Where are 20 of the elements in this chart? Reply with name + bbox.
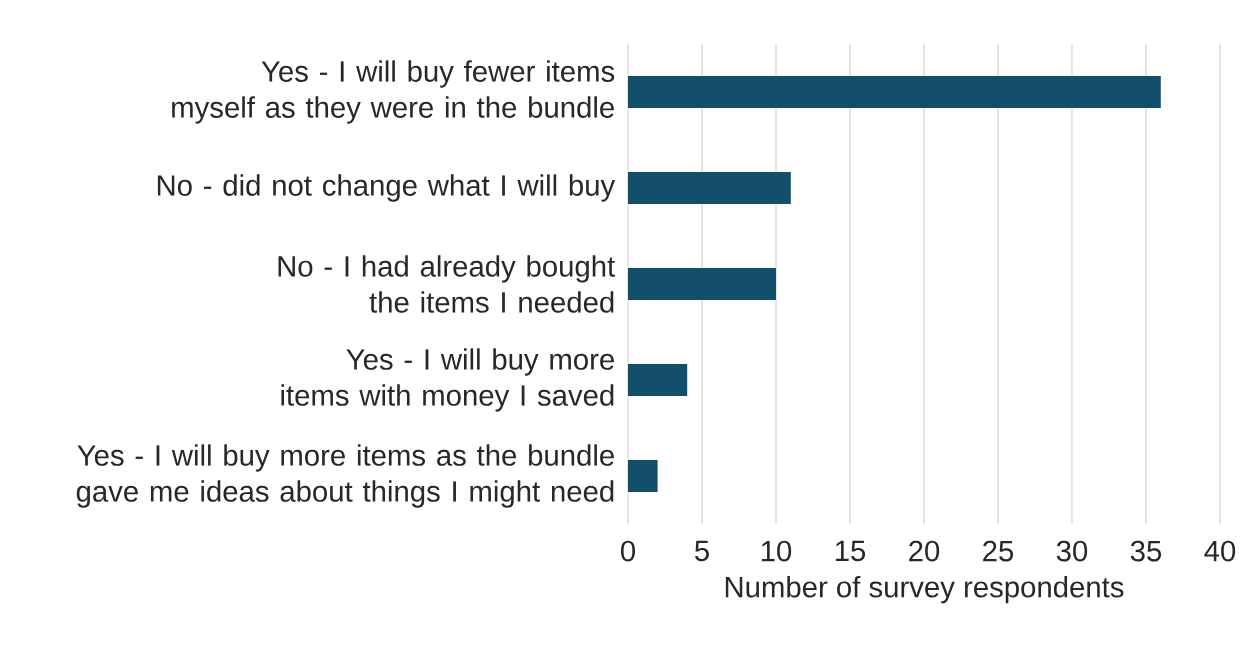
x-tick-label: 40 bbox=[1204, 540, 1236, 562]
x-tick-label: 35 bbox=[1130, 540, 1162, 562]
x-tick-label: 0 bbox=[620, 540, 635, 562]
bar bbox=[628, 172, 791, 204]
x-tick-label: 30 bbox=[1056, 540, 1088, 562]
x-tick-label: 5 bbox=[695, 540, 709, 562]
x-tick-label: 10 bbox=[761, 540, 792, 562]
y-tick-label: No - I had already bought the items I needed bbox=[278, 255, 615, 313]
bar bbox=[628, 76, 1161, 108]
bar bbox=[628, 459, 658, 492]
x-tick-label: 25 bbox=[983, 540, 1014, 562]
x-tick-label: 20 bbox=[909, 540, 940, 562]
x-axis-title: Number of survey respondents bbox=[725, 575, 1124, 604]
y-tick-label: Yes - I will buy more items with money I saved bbox=[281, 348, 614, 412]
x-tick-label: 15 bbox=[835, 540, 866, 562]
bar bbox=[628, 268, 776, 300]
y-tick-label: Yes - I will buy more items as the bundle gave me ideas about things I might need bbox=[76, 444, 614, 508]
y-tick-label: Yes - I will buy fewer items myself as they were in the bundle bbox=[172, 60, 615, 124]
bar bbox=[628, 363, 688, 396]
y-tick-label: No - did not change what I will buy bbox=[157, 174, 616, 202]
